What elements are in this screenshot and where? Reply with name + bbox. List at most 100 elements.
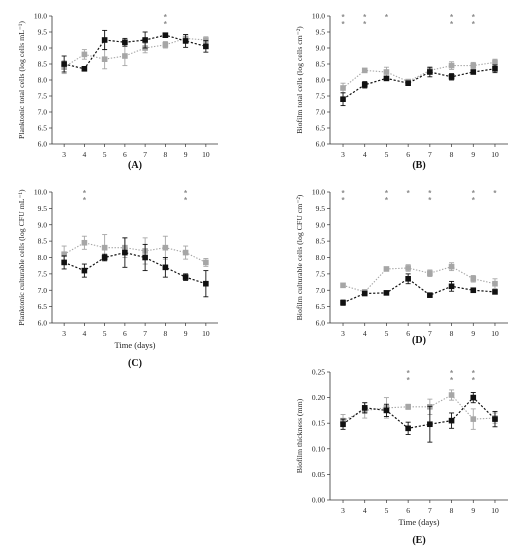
data-point xyxy=(162,42,169,48)
data-point xyxy=(492,416,498,422)
data-point xyxy=(182,38,189,44)
data-point xyxy=(405,265,411,271)
panel-label: (B) xyxy=(412,160,425,171)
x-tick-label: 7 xyxy=(143,150,147,159)
y-tick-label: 9.5 xyxy=(316,204,326,213)
y-tick-label: 9.0 xyxy=(38,220,48,229)
data-point xyxy=(492,280,498,287)
x-tick-label: 3 xyxy=(341,506,345,515)
data-point xyxy=(61,259,67,266)
x-tick-label: 5 xyxy=(385,150,389,159)
x-tick-label: 10 xyxy=(491,506,499,515)
y-tick-label: 10.0 xyxy=(34,12,47,21)
data-point xyxy=(383,266,390,272)
x-tick-label: 7 xyxy=(428,150,432,159)
panel-label: (A) xyxy=(128,160,142,171)
significance-mark: * xyxy=(341,196,345,205)
data-point xyxy=(383,290,390,296)
chart-panel-4: 6.0 6.5 7.0 7.5 8.0 8.5 9.0 9.5 10.0 3 4 5 6 7 8 9 10 Bio… xyxy=(295,188,508,346)
data-point xyxy=(427,421,433,428)
data-point xyxy=(203,280,209,287)
data-point xyxy=(361,82,368,88)
data-point xyxy=(427,292,433,298)
x-tick-label: 4 xyxy=(363,329,367,338)
y-tick-label: 6.5 xyxy=(38,124,48,133)
data-point xyxy=(448,74,455,80)
y-axis-label: Biofilm culturable cells (log CFU cm⁻²) xyxy=(295,194,304,320)
x-tick-label: 3 xyxy=(62,150,66,159)
y-tick-label: 7.5 xyxy=(38,269,48,278)
x-tick-label: 4 xyxy=(83,150,87,159)
x-tick-label: 7 xyxy=(428,506,432,515)
data-point xyxy=(340,421,346,428)
significance-mark: * xyxy=(385,189,389,198)
significance-mark: * xyxy=(428,189,432,198)
data-point xyxy=(361,67,368,74)
x-tick-label: 9 xyxy=(184,329,188,338)
series-dark xyxy=(61,29,209,73)
x-tick-label: 9 xyxy=(184,150,188,159)
x-tick-label: 4 xyxy=(363,506,367,515)
data-point xyxy=(182,249,189,256)
significance-mark: * xyxy=(428,196,432,205)
y-tick-label: 7.0 xyxy=(316,108,326,117)
data-point xyxy=(361,405,368,411)
data-point xyxy=(492,66,498,72)
y-tick-label: 7.5 xyxy=(38,92,48,101)
y-tick-label: 8.5 xyxy=(38,237,48,246)
series-line xyxy=(342,61,496,89)
y-tick-label: 6.0 xyxy=(38,319,48,328)
series-dark xyxy=(340,392,498,443)
x-tick-label: 3 xyxy=(341,150,345,159)
data-point xyxy=(492,289,498,295)
data-point xyxy=(81,51,88,58)
x-tick-label: 7 xyxy=(428,329,432,338)
significance-mark: * xyxy=(341,189,345,198)
significance-mark: * xyxy=(83,189,87,198)
significance-mark: * xyxy=(450,13,454,22)
x-tick-label: 4 xyxy=(83,329,87,338)
data-point xyxy=(61,251,67,258)
data-point xyxy=(340,282,346,289)
significance-mark: * xyxy=(472,189,476,198)
series-dark xyxy=(340,64,498,107)
x-tick-label: 10 xyxy=(491,329,499,338)
data-point xyxy=(81,66,88,72)
y-tick-label: 0.00 xyxy=(312,496,325,505)
x-tick-label: 6 xyxy=(406,150,410,159)
data-point xyxy=(182,274,189,280)
data-point xyxy=(203,37,209,43)
y-tick-label: 9.5 xyxy=(316,28,326,37)
y-tick-label: 8.5 xyxy=(38,60,48,69)
data-point xyxy=(470,62,477,69)
data-point xyxy=(340,299,346,306)
y-tick-label: 8.0 xyxy=(38,253,48,262)
y-tick-label: 0.15 xyxy=(312,419,325,428)
data-point xyxy=(383,69,390,75)
y-tick-label: 8.0 xyxy=(316,76,326,85)
significance-mark: * xyxy=(472,369,476,378)
y-tick-label: 6.0 xyxy=(316,319,326,328)
x-axis-label: Time (days) xyxy=(398,517,439,527)
chart-panel-2: 6.0 6.5 7.0 7.5 8.0 8.5 9.0 9.5 10.0 3 4 5 6 7 8 9 10 Bio… xyxy=(295,12,508,171)
series-line xyxy=(342,266,496,293)
x-tick-label: 8 xyxy=(450,329,454,338)
data-point xyxy=(101,254,108,261)
data-point xyxy=(405,275,411,282)
y-tick-label: 0.20 xyxy=(312,393,325,402)
data-point xyxy=(81,267,88,274)
series-light xyxy=(61,234,209,267)
significance-mark: * xyxy=(472,196,476,205)
data-point xyxy=(405,425,411,432)
data-point xyxy=(101,37,108,43)
x-tick-label: 6 xyxy=(123,329,127,338)
x-tick-label: 10 xyxy=(202,150,210,159)
y-tick-label: 6.0 xyxy=(38,140,48,149)
data-point xyxy=(101,56,108,62)
x-tick-label: 5 xyxy=(103,150,107,159)
series-light xyxy=(340,262,498,295)
x-tick-label: 3 xyxy=(341,329,345,338)
y-axis-label: Biofilm thickness (mm) xyxy=(295,398,304,473)
series-line xyxy=(63,37,206,68)
